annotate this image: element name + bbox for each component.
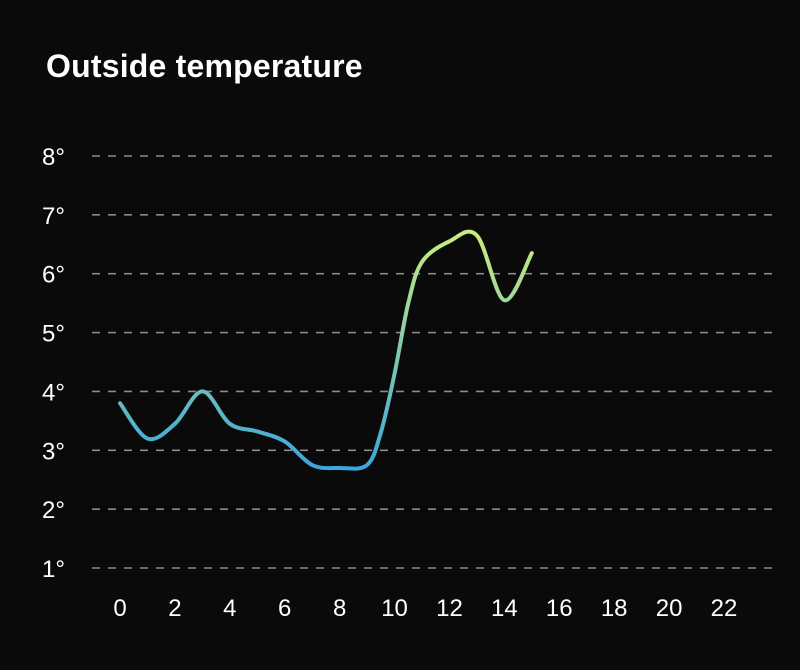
y-tick-label: 1° (42, 556, 65, 583)
x-tick-label: 18 (601, 595, 628, 622)
y-tick-label: 5° (42, 321, 65, 348)
x-tick-label: 6 (278, 595, 291, 622)
x-tick-label: 8 (333, 595, 346, 622)
x-tick-label: 20 (656, 595, 683, 622)
x-tick-label: 4 (223, 595, 236, 622)
y-tick-label: 6° (42, 262, 65, 289)
plot-area (118, 229, 534, 471)
x-tick-label: 12 (436, 595, 463, 622)
x-tick-label: 16 (546, 595, 573, 622)
x-tick-label: 10 (381, 595, 408, 622)
y-tick-label: 3° (42, 438, 65, 465)
x-tick-label: 22 (711, 595, 738, 622)
y-tick-label: 8° (42, 144, 65, 171)
y-axis: 1° 2° 3° 4° 5° 6° 7° 8° (42, 144, 65, 583)
y-tick-label: 2° (42, 497, 65, 524)
y-tick-label: 7° (42, 203, 65, 230)
chart-title: Outside temperature (46, 48, 363, 84)
x-tick-label: 2 (168, 595, 181, 622)
grid-lines (92, 155, 772, 569)
temperature-series-line (118, 229, 534, 471)
y-tick-label: 4° (42, 379, 65, 406)
x-tick-label: 0 (113, 595, 126, 622)
x-axis: 0 2 4 6 8 10 12 14 16 18 20 22 (113, 595, 737, 622)
x-tick-label: 14 (491, 595, 518, 622)
